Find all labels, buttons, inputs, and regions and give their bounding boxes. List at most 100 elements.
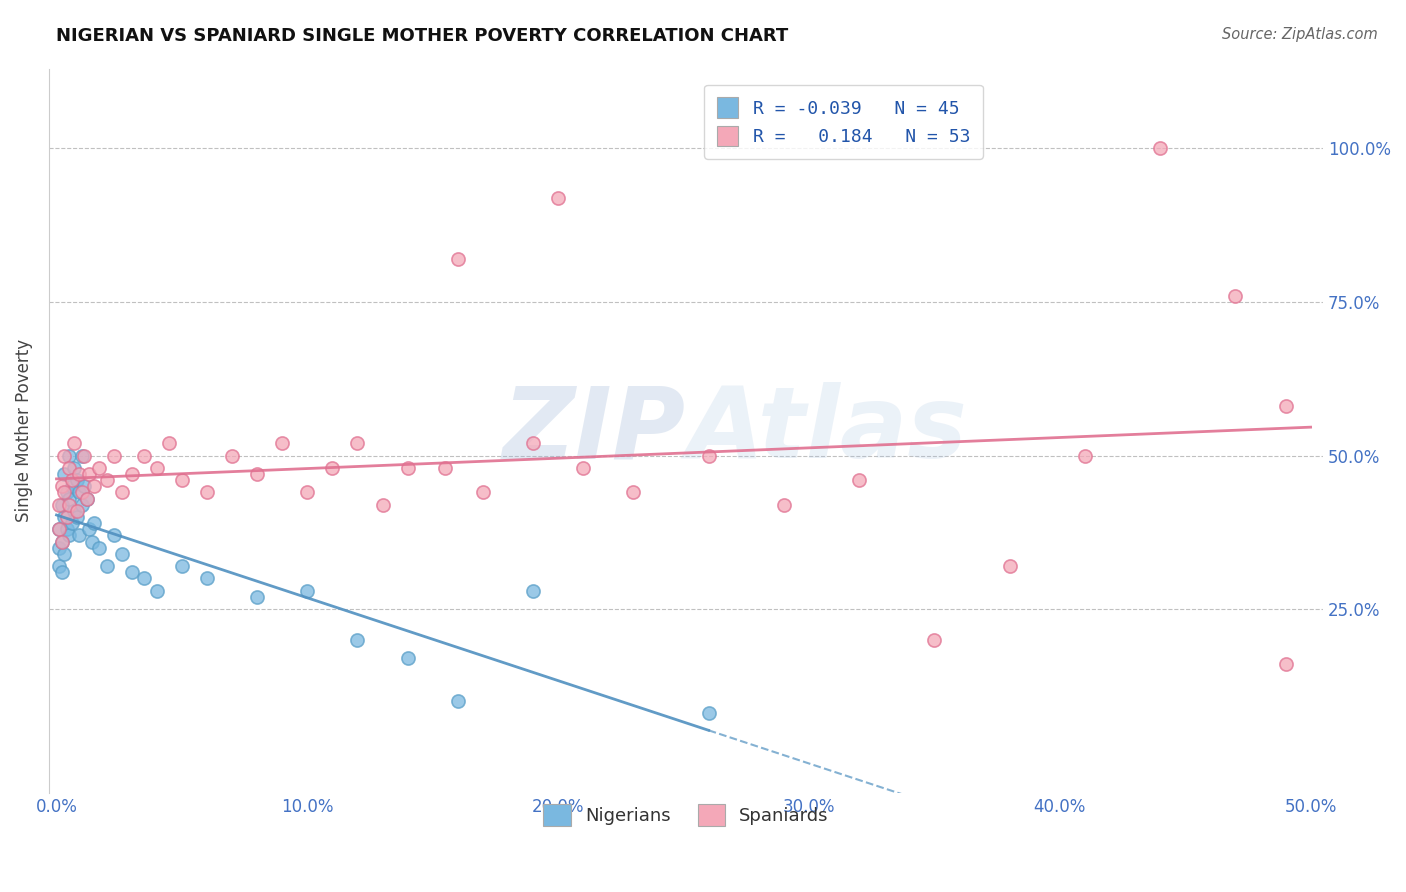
Point [1274, 400, 1296, 414]
Point [48, 541, 70, 555]
Point [60, 479, 83, 493]
Point [121, 565, 143, 579]
Point [58, 498, 80, 512]
Point [48, 559, 70, 574]
Point [70, 449, 93, 463]
Point [73, 449, 96, 463]
Point [48, 522, 70, 536]
Point [55, 522, 77, 536]
Point [53, 510, 76, 524]
Point [89, 541, 111, 555]
Text: Atlas: Atlas [686, 383, 967, 479]
Point [246, 590, 269, 604]
Point [89, 460, 111, 475]
Point [170, 473, 193, 487]
Point [96, 473, 118, 487]
Point [848, 473, 870, 487]
Point [67, 467, 90, 481]
Point [58, 460, 80, 475]
Point [346, 632, 368, 647]
Point [53, 547, 76, 561]
Legend: Nigerians, Spaniards: Nigerians, Spaniards [534, 795, 838, 835]
Point [63, 504, 86, 518]
Point [1149, 141, 1171, 155]
Point [998, 559, 1021, 574]
Point [65, 504, 87, 518]
Point [53, 467, 76, 481]
Point [170, 559, 193, 574]
Point [67, 485, 90, 500]
Point [447, 694, 470, 708]
Point [146, 583, 169, 598]
Point [396, 651, 419, 665]
Point [321, 460, 343, 475]
Point [48, 522, 70, 536]
Point [53, 485, 76, 500]
Point [396, 460, 419, 475]
Point [77, 467, 100, 481]
Point [146, 460, 169, 475]
Point [51, 479, 73, 493]
Point [67, 528, 90, 542]
Point [271, 436, 294, 450]
Point [773, 498, 796, 512]
Point [65, 473, 87, 487]
Point [63, 436, 86, 450]
Point [103, 528, 125, 542]
Y-axis label: Single Mother Poverty: Single Mother Poverty [15, 339, 32, 523]
Point [371, 498, 394, 512]
Point [58, 491, 80, 506]
Point [70, 485, 93, 500]
Point [96, 559, 118, 574]
Point [51, 498, 73, 512]
Point [471, 485, 494, 500]
Point [53, 449, 76, 463]
Point [73, 479, 96, 493]
Point [134, 449, 156, 463]
Point [346, 436, 368, 450]
Point [60, 473, 83, 487]
Point [83, 479, 105, 493]
Point [522, 436, 544, 450]
Point [195, 571, 218, 585]
Point [76, 491, 98, 506]
Point [76, 491, 98, 506]
Point [70, 498, 93, 512]
Point [58, 528, 80, 542]
Text: NIGERIAN VS SPANIARD SINGLE MOTHER POVERTY CORRELATION CHART: NIGERIAN VS SPANIARD SINGLE MOTHER POVER… [56, 27, 789, 45]
Point [697, 706, 720, 721]
Point [621, 485, 644, 500]
Point [924, 632, 946, 647]
Point [80, 534, 103, 549]
Point [1274, 657, 1296, 672]
Point [297, 485, 319, 500]
Point [51, 565, 73, 579]
Point [58, 449, 80, 463]
Point [111, 485, 134, 500]
Point [547, 190, 569, 204]
Point [134, 571, 156, 585]
Point [297, 583, 319, 598]
Text: ZIP: ZIP [503, 383, 686, 479]
Point [572, 460, 595, 475]
Point [221, 449, 243, 463]
Point [1225, 289, 1247, 303]
Point [434, 460, 457, 475]
Point [447, 252, 470, 266]
Point [246, 467, 269, 481]
Point [522, 583, 544, 598]
Point [55, 485, 77, 500]
Point [48, 498, 70, 512]
Point [83, 516, 105, 530]
Point [77, 522, 100, 536]
Point [65, 510, 87, 524]
Point [51, 534, 73, 549]
Point [195, 485, 218, 500]
Point [121, 467, 143, 481]
Point [157, 436, 180, 450]
Point [60, 516, 83, 530]
Point [63, 460, 86, 475]
Point [55, 510, 77, 524]
Point [111, 547, 134, 561]
Point [697, 449, 720, 463]
